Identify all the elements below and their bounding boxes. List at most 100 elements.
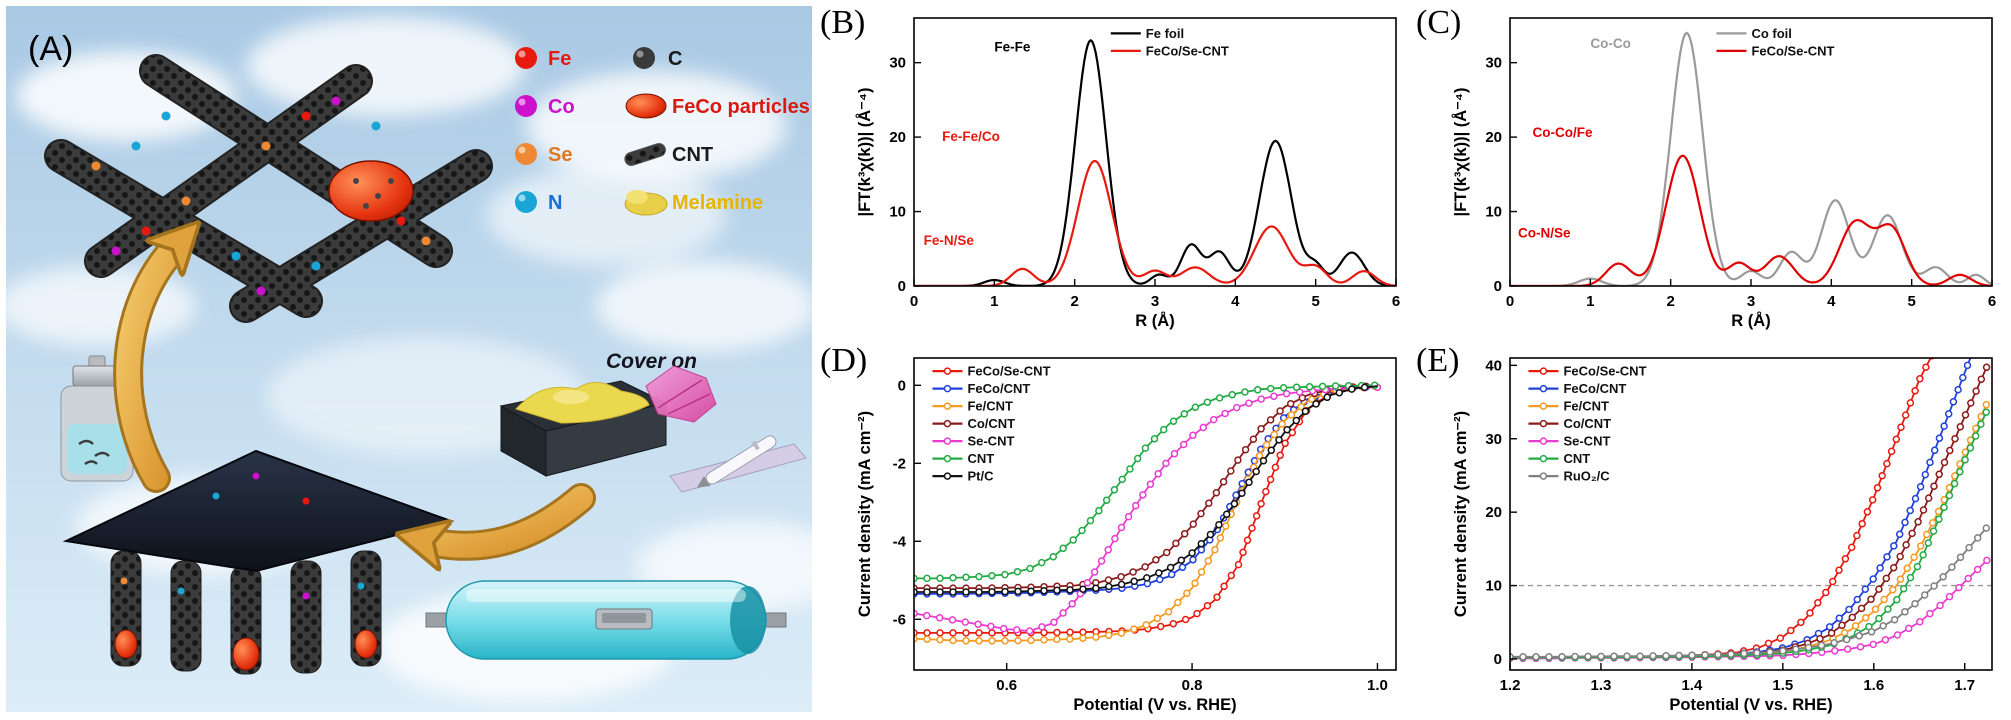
legend-c: C — [668, 48, 682, 70]
svg-text:10: 10 — [1485, 204, 1502, 221]
x-axis-label: R (Å) — [1731, 311, 1770, 330]
x-axis-label: R (Å) — [1135, 311, 1174, 330]
cnt-curtains — [110, 550, 382, 675]
svg-text:1.7: 1.7 — [1954, 677, 1975, 694]
axes: 0 1 2 3 4 5 6 0 10 20 30 — [1485, 55, 1996, 310]
cnt-icon — [624, 142, 666, 166]
legend-feco-particles: FeCo particles — [672, 96, 810, 118]
chart-legend: Co foil FeCo/Se-CNT — [1716, 26, 1835, 58]
dopant-atoms — [91, 96, 431, 296]
svg-text:20: 20 — [1485, 504, 1502, 521]
pen-icon — [697, 435, 777, 488]
annotation-Fe-Fe: Fe-Fe — [994, 40, 1030, 55]
svg-text:0: 0 — [898, 278, 906, 295]
svg-text:-6: -6 — [893, 611, 906, 628]
svg-text:1: 1 — [990, 293, 998, 310]
autoclave — [60, 355, 134, 482]
panel-b: (B) 0 1 2 3 4 5 6 0 10 20 30 R (Å) |FT(k³χ(k))| (Å⁻⁴… — [820, 0, 1414, 338]
svg-text:-2: -2 — [893, 455, 906, 472]
legend-entry: FeCo/Se-CNT — [967, 364, 1050, 379]
legend-cnt: CNT — [672, 144, 713, 166]
legend-entry: Pt/C — [967, 469, 994, 484]
legend-entry: Fe foil — [1146, 26, 1184, 41]
legend-entry: Fe/CNT — [1563, 399, 1609, 414]
legend-entry: Co/CNT — [1563, 416, 1611, 431]
svg-text:4: 4 — [1231, 293, 1240, 310]
panel-b-label: (B) — [820, 4, 866, 41]
series-Fe foil — [914, 38, 1396, 286]
plot-series — [914, 381, 1382, 645]
svg-text:30: 30 — [1485, 431, 1502, 448]
chart-legend: FeCo/Se-CNT FeCo/CNT Fe/CNT Co/CNT Se-CNT CNT… — [932, 364, 1051, 484]
plot-series — [1510, 31, 1992, 286]
panel-d: (D) 0.6 0.8 1.0 0 -2 -4 -6 Potential (V vs. RHE… — [820, 338, 1414, 720]
series-Co foil — [1510, 31, 1992, 286]
legend-entry: Co/CNT — [967, 416, 1015, 431]
co-dot-icon — [515, 95, 537, 117]
crucible-with-melamine — [499, 380, 668, 477]
markers-Se-CNT — [1510, 556, 1991, 663]
annotation-Fe-Fe/Co: Fe-Fe/Co — [942, 129, 1000, 144]
svg-text:20: 20 — [889, 129, 906, 146]
svg-text:0.6: 0.6 — [996, 677, 1017, 694]
series-RuO₂/C — [1510, 526, 1989, 658]
svg-text:10: 10 — [889, 204, 906, 221]
panel-a-scheme: (A) — [6, 6, 812, 712]
svg-text:2: 2 — [1666, 293, 1674, 310]
panel-e-label: (E) — [1416, 342, 1460, 379]
svg-text:1.0: 1.0 — [1367, 677, 1388, 694]
series-Se-CNT — [1510, 559, 1989, 660]
melamine-powder — [515, 382, 650, 424]
legend-entry: FeCo/Se-CNT — [1751, 43, 1834, 58]
svg-text:1.6: 1.6 — [1863, 677, 1884, 694]
annotation-Co-Co: Co-Co — [1590, 36, 1631, 51]
legend-entry: Se-CNT — [967, 434, 1014, 449]
svg-text:-4: -4 — [893, 533, 907, 550]
legend-entry: RuO₂/C — [1563, 469, 1610, 484]
svg-text:2: 2 — [1070, 293, 1078, 310]
legend-entry: Se-CNT — [1563, 434, 1610, 449]
plot-series — [1510, 358, 1991, 663]
svg-text:20: 20 — [1485, 129, 1502, 146]
melamine-icon — [624, 190, 668, 216]
svg-text:1.2: 1.2 — [1500, 677, 1521, 694]
legend-entry: CNT — [1563, 451, 1590, 466]
markers-Pt/C — [914, 383, 1369, 596]
axes: 0 1 2 3 4 5 6 0 10 20 30 — [889, 55, 1400, 310]
y-axis-label: |FT(k³χ(k))| (Å⁻⁴) — [1451, 87, 1470, 216]
svg-text:0: 0 — [910, 293, 918, 310]
svg-text:5: 5 — [1907, 293, 1915, 310]
legend-entry: FeCo/CNT — [1563, 381, 1626, 396]
annotation-Co-Co/Fe: Co-Co/Fe — [1532, 125, 1592, 140]
svg-text:0.8: 0.8 — [1182, 677, 1203, 694]
plate-and-pen — [669, 435, 807, 493]
legend-entry: FeCo/Se-CNT — [1146, 43, 1229, 58]
arrow-left-icon — [426, 483, 596, 546]
legend-n: N — [548, 192, 562, 214]
svg-text:6: 6 — [1392, 293, 1400, 310]
markers-RuO₂/C — [1510, 524, 1991, 661]
legend-entry: FeCo/CNT — [967, 381, 1030, 396]
y-axis-label: |FT(k³χ(k))| (Å⁻⁴) — [855, 87, 874, 216]
svg-text:30: 30 — [1485, 55, 1502, 72]
legend-fe: Fe — [548, 48, 571, 70]
tube-furnace — [425, 580, 787, 660]
fe-dot-icon — [515, 47, 537, 69]
y-axis-label: Current density (mA cm⁻²) — [1452, 411, 1470, 617]
chart-legend: FeCo/Se-CNT FeCo/CNT Fe/CNT Co/CNT Se-CNT CNT… — [1528, 364, 1647, 484]
plot-series — [914, 38, 1396, 286]
svg-text:30: 30 — [889, 55, 906, 72]
svg-text:1: 1 — [1586, 293, 1594, 310]
svg-text:3: 3 — [1747, 293, 1755, 310]
y-axis-label: Current density (mA cm⁻²) — [856, 411, 874, 617]
plot-frame — [1509, 357, 1993, 671]
panel-c: (C) 0 1 2 3 4 5 6 0 10 20 30 R (Å) |FT(k³χ(k))| (Å⁻⁴… — [1416, 0, 2011, 338]
svg-text:40: 40 — [1485, 357, 1502, 374]
axes: 0.6 0.8 1.0 0 -2 -4 -6 — [893, 377, 1388, 694]
svg-text:1.5: 1.5 — [1772, 677, 1793, 694]
svg-text:4: 4 — [1827, 293, 1836, 310]
svg-text:0: 0 — [1494, 278, 1502, 295]
svg-text:3: 3 — [1151, 293, 1159, 310]
panel-d-label: (D) — [820, 342, 868, 379]
